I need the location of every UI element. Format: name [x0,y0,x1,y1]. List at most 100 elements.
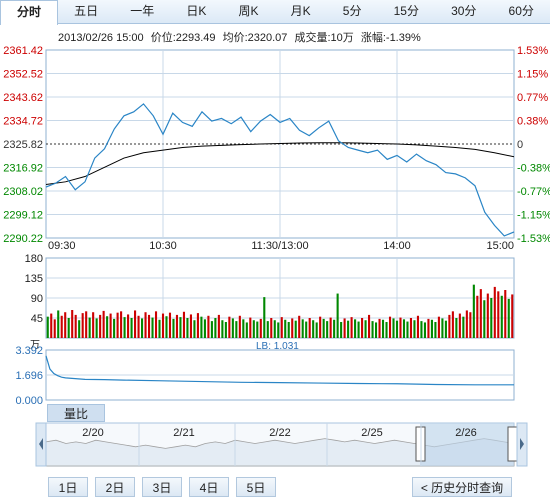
percent-axis-tick-label: -1.15% [517,210,550,222]
volume-bar [486,293,489,338]
volume-bar [256,321,259,338]
volume-bar [381,319,385,338]
volume-bar [50,313,53,338]
price-line [45,103,515,237]
tab-daily-k[interactable]: 日K [186,4,207,18]
volume-bar [497,291,500,338]
volume-bar [420,321,423,338]
percent-axis-tick-label: 1.53% [517,45,548,57]
volume-bar [319,316,322,338]
volume-bar [413,320,416,338]
volume-bar [322,318,325,338]
volume-ratio-line [45,355,515,386]
volume-bar [371,321,374,338]
quote-volume: 成交量:10万 [294,32,354,44]
volume-bar [469,312,472,338]
volume-bar [399,317,402,338]
volume-bar [406,321,409,338]
volume-bar [144,312,147,338]
volume-bar [284,319,287,338]
volume-bar [224,322,227,338]
volume-bar [186,318,189,338]
tab-monthly-k[interactable]: 月K [290,4,311,18]
volume-bar [437,316,440,338]
chevron-left-icon [39,438,43,450]
volume-bar [343,318,346,338]
volume-bar [123,317,126,338]
volume-bar [270,318,273,338]
day-button-1[interactable]: 1日 [48,477,88,497]
volume-bar [340,322,343,338]
volume-bar [364,320,367,338]
volume-bar [402,319,406,338]
chevron-right-icon [520,438,524,450]
volume-bar [273,320,276,338]
tab-five-day[interactable]: 五日 [74,4,99,18]
price-axis-tick-label: 2290.22 [3,233,43,245]
volume-bar [147,314,151,338]
volume-bar [130,318,133,338]
volume-bar [448,314,451,338]
percent-axis-tick-label: 0.77% [517,92,548,104]
volume-bar [287,322,290,338]
quote-change: 涨幅:-1.39% [360,32,421,44]
chart-canvas: 2361.42 1.53% 2352.52 1.15% 2343.62 0.77% 2334… [3,45,550,467]
navigator-date-label: 2/21 [173,427,194,439]
volume-bar [109,313,112,338]
volume-bar [427,318,430,338]
volume-bar [78,320,81,338]
volume-bar [46,316,49,338]
tab-30min[interactable]: 30分 [451,4,477,18]
volume-bar [231,318,234,338]
volume-bar [368,314,371,338]
volume-bar [252,320,255,338]
volume-bar [116,312,119,338]
volume-bar [305,321,308,338]
day-button-2[interactable]: 2日 [95,477,135,497]
volume-bar [476,295,479,338]
volume-bar [137,315,140,338]
volume-bar [217,314,220,338]
volume-bar [71,310,74,338]
volume-bar [326,321,329,338]
history-query-button[interactable]: < 历史分时查询 [412,477,512,497]
volume-bar [493,286,496,338]
tab-15min[interactable]: 15分 [393,4,419,18]
volume-bar [423,322,426,338]
day-button-3[interactable]: 3日 [142,477,182,497]
tab-5min[interactable]: 5分 [342,4,362,18]
time-axis-tick-label: 09:30 [48,240,76,252]
volume-bar [99,314,102,338]
volume-bar [490,298,493,338]
volume-bar [127,314,130,338]
volume-bar [375,322,378,338]
day-button-4[interactable]: 4日 [189,477,229,497]
volume-bar [179,317,182,338]
time-axis-tick-label: 11:30/13:00 [251,240,308,252]
navigator-date-label: 2/20 [82,427,103,439]
tab-weekly-k[interactable]: 周K [238,4,259,18]
navigator-right-handle [507,426,518,462]
volume-bar [210,321,213,338]
volume-bar [361,318,364,338]
ratio-axis-tick-label: 1.696 [15,370,43,382]
tab-60min[interactable]: 60分 [508,4,534,18]
volume-bar [479,289,482,338]
volume-ratio-tab[interactable]: 量比 [47,404,105,422]
tab-one-year[interactable]: 一年 [130,4,155,18]
volume-bar [354,319,357,338]
volume-bar [53,319,56,338]
volume-bar [154,311,158,338]
volume-bar [266,321,269,338]
tab-intraday[interactable]: 分时 [0,0,59,25]
volume-bar [357,321,360,338]
volume-bar [242,319,245,338]
quote-info-line: 2013/02/26 15:00 价位:2293.49 均价:2320.07 成… [58,29,425,45]
volume-bar [430,319,433,338]
volume-bar [214,318,217,338]
day-button-5[interactable]: 5日 [236,477,276,497]
bottom-toolbar: 1日 2日 3日 4日 5日 < 历史分时查询 [0,474,550,501]
volume-bar [172,318,175,338]
percent-axis-tick-label: -0.77% [517,186,550,198]
volume-bar [298,315,301,338]
